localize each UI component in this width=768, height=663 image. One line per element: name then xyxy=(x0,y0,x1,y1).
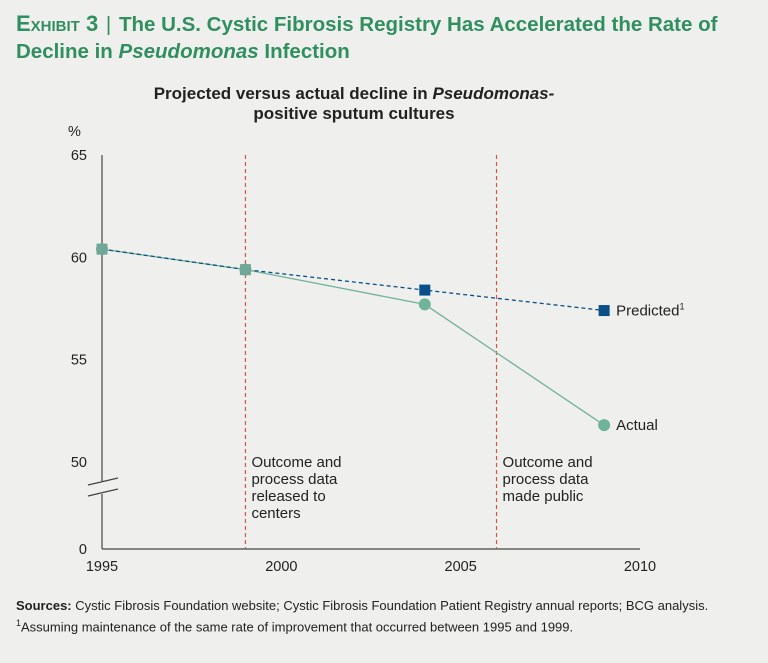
series-label-actual: Actual xyxy=(616,417,658,434)
footnote: 1Assuming maintenance of the same rate o… xyxy=(16,615,756,636)
y-axis-unit-label: % xyxy=(68,124,81,140)
x-tick-1995: 1995 xyxy=(86,559,118,575)
footnote-marker: 1 xyxy=(16,617,22,628)
annotation-2-line-2: process data xyxy=(503,471,590,488)
series-label-predicted: Predicted1 xyxy=(616,302,684,320)
annotation-1-line-3: released to xyxy=(251,488,325,505)
title-part1: The U.S. Cystic Fibrosis Registry Has Ac… xyxy=(16,13,718,63)
annotation-2-line-3: made public xyxy=(503,488,584,505)
exhibit-label: Exhibit 3 xyxy=(16,11,99,36)
annotation-1-line-4: centers xyxy=(251,505,300,522)
title-separator: | xyxy=(105,13,112,36)
point-predicted-1999 xyxy=(239,264,251,276)
y-tick-60: 60 xyxy=(71,250,87,266)
sources-note: Sources: Cystic Fibrosis Foundation webs… xyxy=(16,598,756,615)
chart-title-part2: positive sputum cultures xyxy=(253,104,455,123)
annotation-1-line-1: Outcome and xyxy=(251,454,341,471)
y-tick-labels: 0 50 55 60 65 xyxy=(71,148,87,558)
y-tick-65: 65 xyxy=(71,148,87,164)
series-line-predicted xyxy=(101,248,605,312)
series-group: Predicted1 Actual xyxy=(96,243,685,434)
sources-label: Sources: xyxy=(16,598,72,613)
axis-break-mark-bottom xyxy=(87,488,119,497)
point-predicted-1995 xyxy=(96,243,108,255)
point-actual-2004 xyxy=(418,298,431,311)
chart-title-part1: Projected versus actual decline in xyxy=(153,84,428,103)
series-line-actual xyxy=(101,248,605,426)
x-tick-2005: 2005 xyxy=(445,559,477,575)
point-actual-2009 xyxy=(598,419,611,432)
chart-title: Projected versus actual decline in Pseud… xyxy=(104,84,604,124)
x-tick-2010: 2010 xyxy=(624,559,656,575)
footer: Sources: Cystic Fibrosis Foundation webs… xyxy=(16,598,756,635)
sources-text: Cystic Fibrosis Foundation website; Cyst… xyxy=(75,598,709,613)
annotation-2-line-1: Outcome and xyxy=(503,454,593,471)
x-tick-labels: 1995 2000 2005 2010 xyxy=(86,559,656,575)
chart-title-italic: Pseudomonas- xyxy=(432,84,555,103)
series-label-superscript: 1 xyxy=(680,302,685,312)
footnote-text: Assuming maintenance of the same rate of… xyxy=(21,618,574,634)
x-tick-2000: 2000 xyxy=(265,559,297,575)
point-predicted-2004 xyxy=(419,284,431,296)
title-part2: Infection xyxy=(264,40,350,63)
y-tick-55: 55 xyxy=(71,353,87,369)
point-predicted-2009 xyxy=(598,305,610,317)
y-tick-0: 0 xyxy=(79,542,87,558)
title-italic: Pseudomonas xyxy=(118,40,259,63)
annotation-1-line-2: process data xyxy=(251,471,338,488)
y-tick-50: 50 xyxy=(71,455,87,471)
axis-break-mark-top xyxy=(87,477,119,486)
exhibit-title: Exhibit 3 | The U.S. Cystic Fibrosis Reg… xyxy=(16,10,756,65)
